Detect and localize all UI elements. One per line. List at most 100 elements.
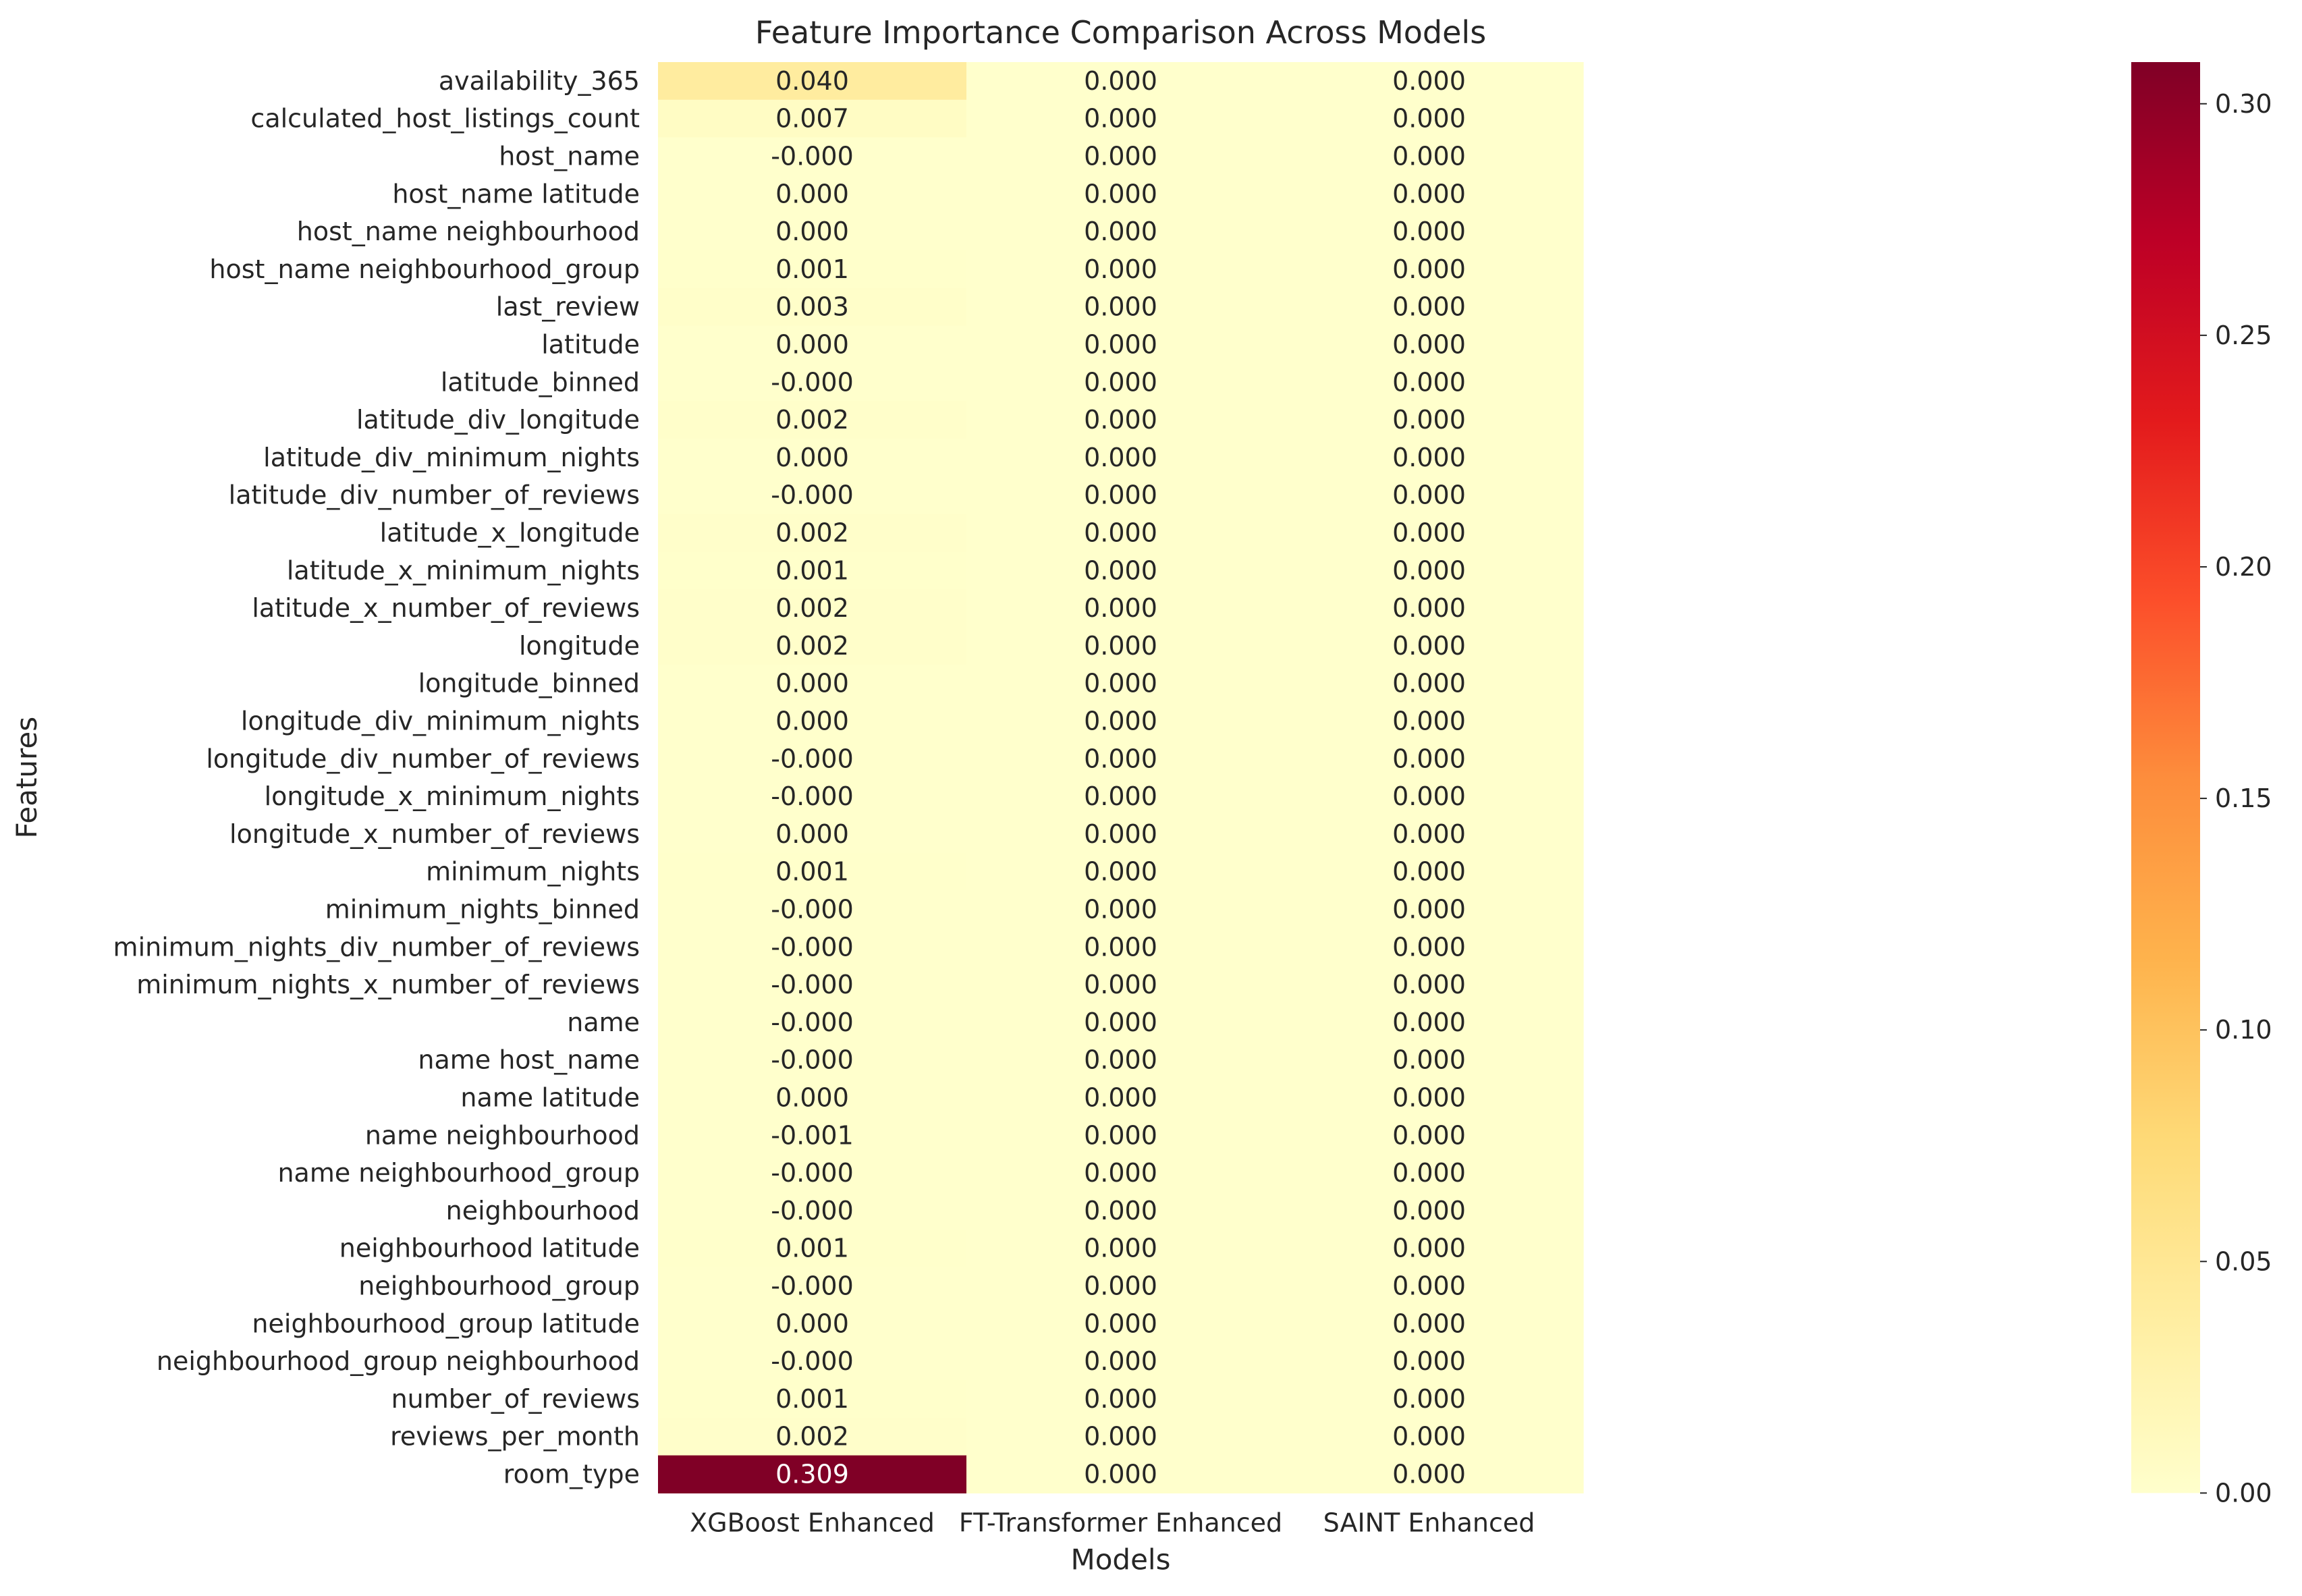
heatmap-cell xyxy=(1275,325,1584,364)
y-tick-label: name host_name xyxy=(418,1045,640,1075)
cell-value-label: 0.000 xyxy=(1392,1346,1466,1376)
cell-value-label: -0.000 xyxy=(771,895,854,925)
cell-value-label: -0.000 xyxy=(771,970,854,999)
cell-value-label: 0.000 xyxy=(1084,179,1157,209)
heatmap-cell xyxy=(1275,1229,1584,1268)
heatmap-cell xyxy=(1275,401,1584,439)
colorbar-tick-label: 0.15 xyxy=(2215,783,2272,813)
heatmap-cell xyxy=(1275,287,1584,327)
cell-value-label: 0.000 xyxy=(1392,292,1466,322)
y-tick-label: latitude_div_minimum_nights xyxy=(263,443,640,472)
cell-value-label: 0.000 xyxy=(1084,857,1157,887)
heatmap-cell xyxy=(1275,702,1584,740)
heatmap-cell xyxy=(658,325,967,364)
cell-value-label: 0.002 xyxy=(775,518,849,548)
heatmap-cell xyxy=(658,815,967,854)
cell-value-label: 0.003 xyxy=(775,292,849,322)
cell-value-label: 0.000 xyxy=(1392,104,1466,134)
heatmap-cell xyxy=(966,213,1276,251)
colorbar-tick-label: 0.20 xyxy=(2215,552,2272,582)
heatmap-cell xyxy=(966,1342,1276,1381)
heatmap-cell xyxy=(966,1417,1276,1456)
heatmap-cell xyxy=(1275,664,1584,703)
y-tick-label: number_of_reviews xyxy=(391,1384,640,1414)
cell-value-label: 0.000 xyxy=(775,179,849,209)
heatmap-cell xyxy=(658,62,967,101)
heatmap-cell xyxy=(658,1380,967,1419)
cell-value-label: 0.000 xyxy=(1392,857,1466,887)
cell-value-label: 0.000 xyxy=(1392,179,1466,209)
heatmap-cell xyxy=(658,514,967,552)
heatmap-cell xyxy=(1275,476,1584,515)
colorbar-gradient xyxy=(2131,62,2200,1493)
y-tick-label: neighbourhood_group neighbourhood xyxy=(157,1346,640,1376)
cell-value-label: 0.000 xyxy=(1392,1196,1466,1226)
cell-value-label: 0.000 xyxy=(1084,443,1157,472)
cell-value-label: 0.000 xyxy=(1392,593,1466,623)
y-tick-label: longitude_div_number_of_reviews xyxy=(206,744,640,773)
cell-value-label: 0.000 xyxy=(1084,104,1157,134)
y-tick-label: latitude xyxy=(541,330,640,360)
cell-value-label: 0.000 xyxy=(1084,217,1157,246)
heatmap-cell xyxy=(966,99,1276,138)
y-tick-label: last_review xyxy=(496,292,640,322)
heatmap-cell xyxy=(658,589,967,628)
cell-value-label: 0.000 xyxy=(775,443,849,472)
cell-value-label: 0.000 xyxy=(1084,1158,1157,1188)
cell-value-label: 0.000 xyxy=(1392,744,1466,773)
y-tick-label: longitude_binned xyxy=(418,669,640,698)
cell-value-label: 0.001 xyxy=(775,1384,849,1414)
heatmap-cell xyxy=(658,702,967,740)
heatmap-cell xyxy=(1275,1154,1584,1192)
heatmap-cell xyxy=(1275,1417,1584,1456)
heatmap-cell xyxy=(658,99,967,138)
heatmap-cell xyxy=(1275,1192,1584,1230)
colorbar-tick-label: 0.25 xyxy=(2215,321,2272,350)
cell-value-label: 0.000 xyxy=(1392,1309,1466,1338)
y-tick-label: calculated_host_listings_count xyxy=(250,104,640,134)
x-tick-label: SAINT Enhanced xyxy=(1323,1508,1535,1537)
cell-value-label: 0.007 xyxy=(775,104,849,134)
cell-value-label: 0.000 xyxy=(1084,518,1157,548)
y-tick-label: minimum_nights_x_number_of_reviews xyxy=(136,970,640,999)
cell-value-label: 0.000 xyxy=(775,1309,849,1338)
y-tick-label: minimum_nights xyxy=(426,857,640,887)
cell-value-label: -0.000 xyxy=(771,1346,854,1376)
colorbar-tick-label: 0.30 xyxy=(2215,89,2272,119)
cell-value-label: 0.000 xyxy=(1084,1309,1157,1338)
heatmap-cell xyxy=(658,1041,967,1080)
heatmap-cell xyxy=(1275,1041,1584,1080)
y-tick-label: longitude_x_minimum_nights xyxy=(265,781,640,811)
cell-value-label: 0.002 xyxy=(775,1422,849,1452)
heatmap-cell xyxy=(1275,627,1584,665)
heatmap-cell xyxy=(1275,99,1584,138)
cell-value-label: 0.000 xyxy=(1084,1384,1157,1414)
y-tick-label: latitude_div_longitude xyxy=(356,405,640,435)
heatmap-cell xyxy=(658,363,967,402)
cell-value-label: 0.000 xyxy=(1392,781,1466,811)
cell-value-label: 0.000 xyxy=(1392,66,1466,96)
colorbar-tick-label: 0.10 xyxy=(2215,1015,2272,1045)
heatmap-cell xyxy=(966,966,1276,1004)
cell-value-label: 0.000 xyxy=(775,217,849,246)
x-tick-label: XGBoost Enhanced xyxy=(690,1508,935,1537)
cell-value-label: 0.000 xyxy=(1084,631,1157,661)
heatmap-cell xyxy=(658,1342,967,1381)
heatmap-cell xyxy=(966,175,1276,213)
cell-value-label: 0.000 xyxy=(1084,1045,1157,1075)
heatmap-cell xyxy=(658,890,967,929)
y-axis-label: Features xyxy=(10,717,43,839)
cell-value-label: 0.000 xyxy=(1392,217,1466,246)
heatmap-cell xyxy=(966,1116,1276,1155)
cell-value-label: 0.000 xyxy=(775,1083,849,1113)
cell-value-label: 0.000 xyxy=(1392,1045,1466,1075)
cell-value-label: 0.001 xyxy=(775,857,849,887)
cell-value-label: -0.000 xyxy=(771,781,854,811)
cell-value-label: 0.000 xyxy=(1392,443,1466,472)
heatmap-cell xyxy=(966,250,1276,289)
heatmap-cell xyxy=(966,1041,1276,1080)
heatmap-cell xyxy=(1275,1455,1584,1493)
heatmap-cell xyxy=(1275,589,1584,628)
cell-value-label: 0.000 xyxy=(1392,1120,1466,1150)
